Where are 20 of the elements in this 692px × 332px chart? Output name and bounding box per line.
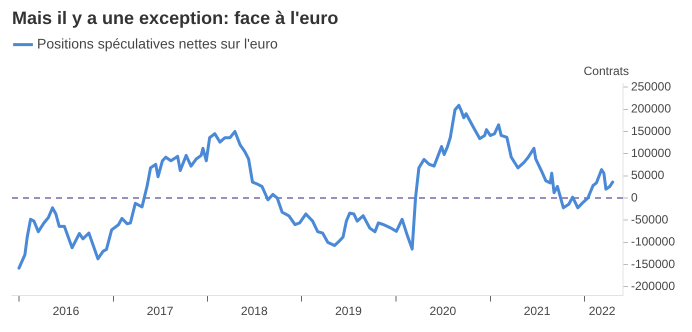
y-tick-label: 50000 [630, 168, 665, 182]
y-tick-label: -200000 [630, 279, 676, 294]
chart-title: Mais il y a une exception: face à l'euro [12, 8, 338, 28]
y-tick-label: -150000 [630, 256, 676, 271]
y-tick-label: 150000 [630, 124, 672, 138]
x-tick-label: 2022 [588, 304, 616, 318]
y-tick-label: 200000 [630, 102, 672, 116]
x-tick-label: 2017 [146, 304, 174, 318]
y-tick-label: -50000 [630, 212, 669, 227]
y-tick-label: 100000 [630, 146, 672, 160]
y-tick-label: 0 [630, 190, 638, 204]
x-tick-label: 2021 [524, 304, 551, 318]
y-axis-title: Contrats [584, 64, 629, 78]
x-tick-label: 2020 [430, 304, 457, 318]
legend-label: Positions spéculatives nettes sur l'euro [37, 35, 278, 52]
x-tick-label: 2016 [52, 304, 80, 318]
x-tick-label: 2018 [240, 304, 268, 318]
y-tick-label: -100000 [630, 234, 676, 249]
x-tick-label: 2019 [335, 304, 362, 318]
y-tick-label: 250000 [630, 79, 672, 94]
